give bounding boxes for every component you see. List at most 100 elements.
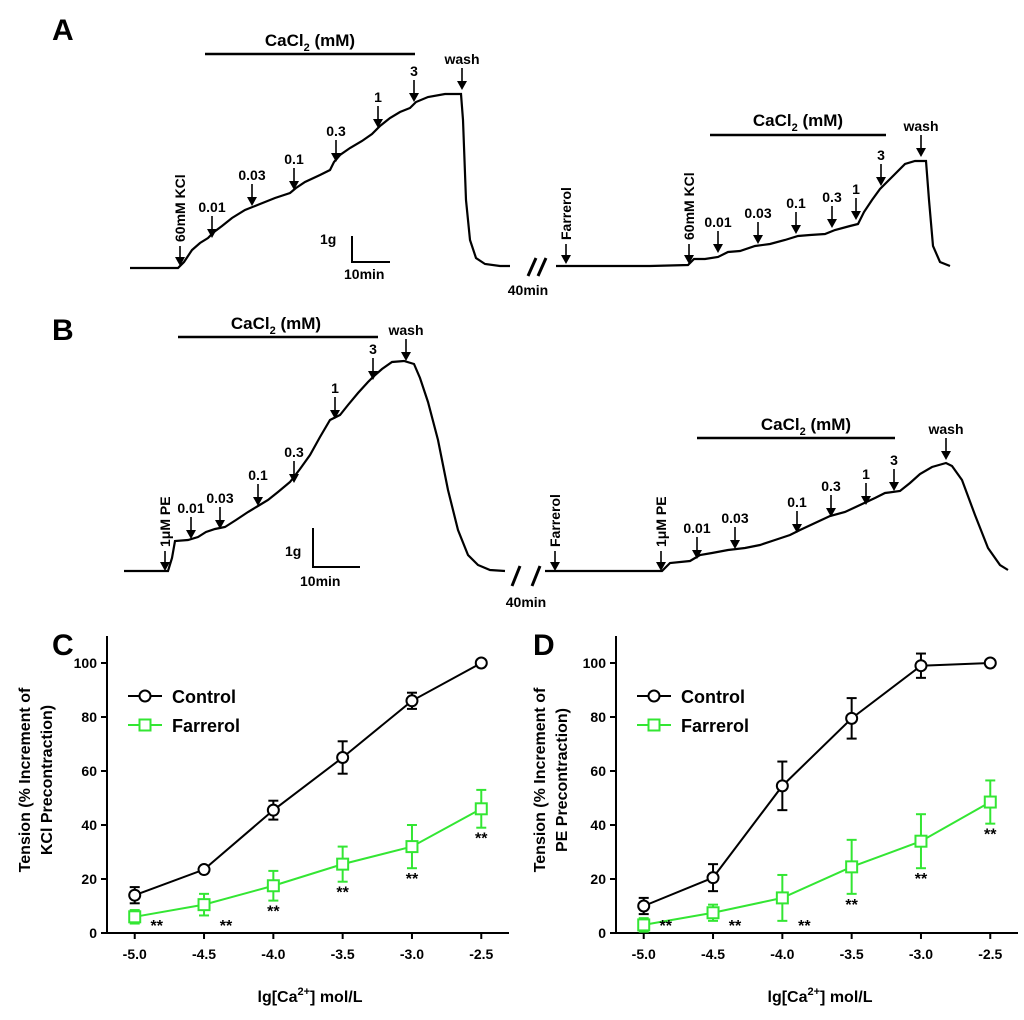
b-gap-label: 40min	[506, 594, 546, 610]
b-left-dose-label: 0.01	[177, 500, 204, 516]
a-break-mark	[526, 257, 548, 277]
b-left-dose-arrow-head	[215, 520, 225, 529]
d-y-tick-label: 100	[583, 655, 607, 671]
d-farrerol-point	[983, 795, 997, 809]
a-left-dose-arrow-head	[373, 119, 383, 128]
d-x-tick-label: -2.5	[978, 946, 1002, 962]
b-left-wash-arrow-head	[401, 352, 411, 361]
d-y-tick-label: 40	[590, 817, 606, 833]
b-right-dose-label: 3	[890, 452, 898, 468]
a-gap-label: 40min	[508, 282, 548, 298]
a-left-dose-label: 0.01	[198, 199, 225, 215]
b-right-stim-arrow-head	[656, 562, 666, 571]
a-right-dose-arrow-head	[876, 177, 886, 186]
a-left-arrows: 60mM KCl 0.01 0.03 0.1 0.3 1 3 wash	[172, 51, 480, 266]
a-left-dose-label: 0.03	[238, 167, 265, 183]
b-right-dose-label: 0.3	[821, 478, 841, 494]
d-control-point	[914, 659, 928, 673]
d-control-point	[983, 656, 997, 670]
b-right-dose-arrow-head	[826, 508, 836, 517]
panel-a-label: A	[52, 14, 74, 47]
c-y-tick-label: 0	[89, 925, 97, 941]
d-x-tick-label: -4.0	[770, 946, 794, 962]
d-x-tick-label: -5.0	[632, 946, 656, 962]
d-ylabel-line2: PE Precontraction)	[554, 708, 571, 852]
a-right-wash-label: wash	[902, 118, 938, 134]
c-x-tick-label: -3.5	[331, 946, 355, 962]
panel-d-label: D	[533, 629, 555, 662]
c-x-tick-label: -2.5	[469, 946, 493, 962]
b-right-dose-arrow-head	[692, 550, 702, 559]
b-scale-x-label: 10min	[300, 573, 340, 589]
d-legend-farrerol-marker	[647, 718, 661, 732]
d-significance-mark: **	[798, 918, 811, 935]
b-right-dose-arrow-head	[861, 496, 871, 505]
c-x-tick-label: -4.5	[192, 946, 216, 962]
c-significance-mark: **	[475, 831, 488, 848]
b-left-dose-arrow-head	[368, 371, 378, 380]
c-x-tick-label: -5.0	[123, 946, 147, 962]
d-significance-mark: **	[845, 897, 858, 914]
a-right-stim-arrow-head	[684, 255, 694, 264]
b-right-dose-label: 0.01	[683, 520, 710, 536]
panel-d: D 0 20 40 60 80 100 -5.0 -4.5 -4.0 -3.5 -3.0 -2.5 *…	[532, 629, 1018, 1006]
a-left-dose-label: 0.3	[326, 123, 346, 139]
a-right-wash-arrow-head	[916, 148, 926, 157]
a-left-dose-label: 3	[410, 63, 418, 79]
d-x-tick-label: -4.5	[701, 946, 725, 962]
a-right-dose-label: 0.1	[786, 195, 806, 211]
d-legend: Control Farrerol	[637, 687, 749, 736]
a-right-dose-arrow-head	[791, 225, 801, 234]
a-right-dose-arrow-head	[753, 235, 763, 244]
c-control-point	[197, 863, 211, 877]
a-scale-y-label: 1g	[320, 231, 336, 247]
d-plot: ** ** ** ** ** **	[637, 652, 997, 935]
d-significance-mark: **	[984, 827, 997, 844]
b-right-trace	[545, 461, 1009, 573]
a-left-dose-arrow-head	[409, 93, 419, 102]
a-right-dose-label: 0.3	[822, 189, 842, 205]
d-y-tick-label: 20	[590, 871, 606, 887]
a-left-dose-arrow-head	[247, 197, 257, 206]
d-farrerol-point	[845, 860, 859, 874]
d-ylabel-line1: Tension (% Increment of	[532, 687, 549, 872]
c-y-tick-label: 80	[81, 709, 97, 725]
b-right-stim-label: 1μM PE	[653, 496, 669, 547]
c-legend-control-label: Control	[172, 687, 236, 707]
d-control-point	[845, 711, 859, 725]
d-y-tick-label: 80	[590, 709, 606, 725]
a-left-stim-label: 60mM KCl	[172, 174, 188, 242]
b-left-dose-label: 0.03	[206, 490, 233, 506]
c-legend-control-marker	[138, 689, 152, 703]
c-x-tick-label: -3.0	[400, 946, 424, 962]
a-right-trace	[556, 159, 951, 268]
c-legend: Control Farrerol	[128, 687, 240, 736]
c-control-point	[266, 803, 280, 817]
b-scale-y-label: 1g	[285, 543, 301, 559]
c-farrerol-point	[405, 840, 419, 854]
c-control-point	[474, 656, 488, 670]
b-left-dose-label: 3	[369, 341, 377, 357]
a-right-drug-arrow-head	[561, 255, 571, 264]
c-y-tick-label: 20	[81, 871, 97, 887]
b-right-arrows: 1μM PE Farrerol 0.01 0.03 0.1 0.3 1 3 wash	[547, 421, 964, 571]
c-farrerol-point	[197, 898, 211, 912]
a-right-arrows: 60mM KCl Farrerol 0.01 0.03 0.1 0.3 1 3 wash	[558, 118, 939, 264]
d-farrerol-point	[914, 834, 928, 848]
panel-a: A CaCl2 (mM) CaCl2 (mM) 40min 1g 10min 6…	[52, 14, 951, 298]
a-left-cacl2-header: CaCl2 (mM)	[265, 31, 355, 54]
d-legend-farrerol-label: Farrerol	[681, 716, 749, 736]
b-right-cacl2-header: CaCl2 (mM)	[761, 415, 851, 438]
d-x-tick-label: -3.0	[909, 946, 933, 962]
d-farrerol-point	[775, 891, 789, 905]
a-left-dose-arrow-head	[331, 153, 341, 162]
a-left-stim-arrow-head	[175, 257, 185, 266]
b-break-mark	[510, 565, 542, 587]
d-xlabel: lg[Ca2+] mol/L	[768, 986, 873, 1006]
a-left-dose-label: 0.1	[284, 151, 304, 167]
a-left-wash-label: wash	[443, 51, 479, 67]
panel-b: B CaCl2 (mM) CaCl2 (mM) 40min 1g 10min 1…	[52, 314, 1009, 610]
d-legend-control-label: Control	[681, 687, 745, 707]
d-significance-mark: **	[915, 871, 928, 888]
